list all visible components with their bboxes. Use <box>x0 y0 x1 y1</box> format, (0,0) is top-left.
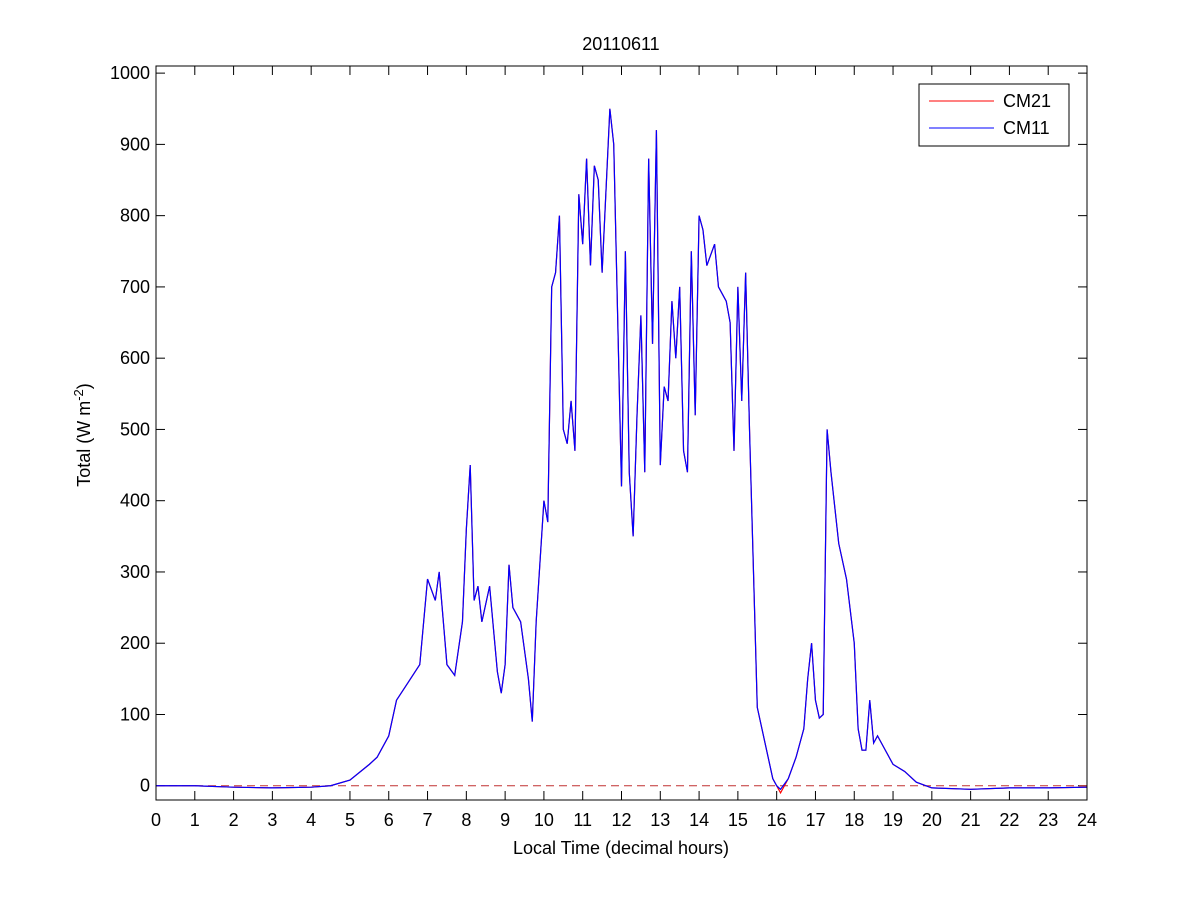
x-tick-label: 19 <box>883 810 903 830</box>
x-tick-label: 15 <box>728 810 748 830</box>
x-tick-label: 17 <box>805 810 825 830</box>
y-tick-label: 0 <box>140 776 150 796</box>
legend-label: CM11 <box>1003 118 1050 138</box>
x-tick-label: 7 <box>423 810 433 830</box>
axes-box <box>155 65 1088 801</box>
legend-label: CM21 <box>1003 91 1051 111</box>
x-tick-label: 6 <box>384 810 394 830</box>
plot-area <box>156 66 1087 800</box>
chart-title: 20110611 <box>582 34 659 54</box>
x-tick-label: 14 <box>689 810 709 830</box>
x-tick-label: 8 <box>461 810 471 830</box>
x-tick-label: 3 <box>267 810 277 830</box>
y-label-superscript: -2 <box>71 389 86 401</box>
x-tick-label: 9 <box>500 810 510 830</box>
x-tick-label: 0 <box>151 810 161 830</box>
x-tick-label: 13 <box>650 810 670 830</box>
x-tick-label: 23 <box>1038 810 1058 830</box>
y-tick-label: 300 <box>120 562 150 582</box>
x-tick-label: 24 <box>1077 810 1097 830</box>
y-axis-label: Total (W m-2) <box>71 383 94 487</box>
x-tick-label: 11 <box>573 810 592 830</box>
x-tick-label: 1 <box>190 810 200 830</box>
x-tick-label: 21 <box>961 810 981 830</box>
x-tick-label: 22 <box>999 810 1019 830</box>
legend-box <box>918 83 1070 147</box>
x-tick-label: 12 <box>611 810 631 830</box>
x-tick-label: 5 <box>345 810 355 830</box>
x-tick-label: 18 <box>844 810 864 830</box>
y-label-suffix: ) <box>74 383 94 389</box>
y-tick-label: 100 <box>120 704 150 724</box>
x-tick-label: 16 <box>767 810 787 830</box>
y-tick-label: 500 <box>120 419 150 439</box>
y-tick-label: 800 <box>120 206 150 226</box>
x-tick-label: 20 <box>922 810 942 830</box>
y-tick-label: 200 <box>120 633 150 653</box>
y-tick-label: 1000 <box>110 63 150 83</box>
x-tick-label: 10 <box>534 810 554 830</box>
y-tick-label: 400 <box>120 491 150 511</box>
y-tick-label: 600 <box>120 348 150 368</box>
x-tick-label: 2 <box>229 810 239 830</box>
series-line <box>156 108 1088 791</box>
y-tick-label: 900 <box>120 134 150 154</box>
x-tick-label: 4 <box>306 810 316 830</box>
legend: CM21 CM11 <box>918 83 1070 147</box>
x-axis-label: Local Time (decimal hours) <box>513 838 729 858</box>
y-tick-label: 700 <box>120 277 150 297</box>
y-label-text: Total (W m <box>74 401 94 487</box>
